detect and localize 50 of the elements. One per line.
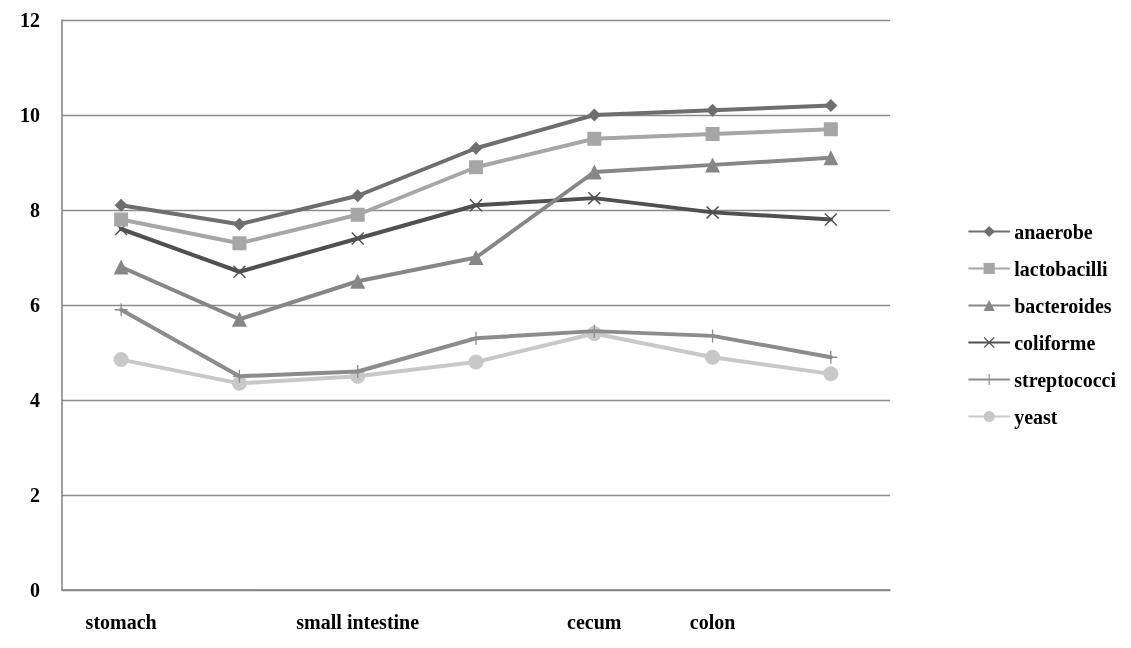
point — [823, 366, 839, 382]
point — [468, 354, 484, 370]
point — [587, 108, 601, 122]
point — [114, 212, 129, 227]
y-tick-label: 6 — [30, 294, 40, 316]
point — [231, 311, 247, 327]
point — [232, 217, 246, 231]
point — [114, 198, 128, 212]
legend-label: anaerobe — [1014, 220, 1093, 243]
y-tick-label: 0 — [30, 579, 40, 601]
point — [706, 103, 720, 117]
legend-label: yeast — [1014, 405, 1058, 429]
point — [468, 250, 484, 265]
point — [351, 232, 365, 245]
x-tick-label: small intestine — [296, 611, 420, 633]
point — [705, 349, 721, 365]
point — [824, 99, 838, 112]
point — [469, 198, 483, 212]
point — [350, 273, 366, 289]
point — [823, 150, 839, 166]
point — [705, 127, 720, 141]
legend-label: bacteroides — [1014, 294, 1112, 317]
point — [823, 122, 838, 137]
point — [469, 160, 483, 175]
legend-label: coliforme — [1014, 331, 1096, 354]
y-tick-label: 10 — [20, 104, 40, 126]
point — [113, 352, 129, 368]
y-tick-label: 2 — [30, 484, 40, 506]
x-tick-label: cecum — [567, 611, 622, 633]
point — [587, 191, 601, 205]
legend-label: lactobacilli — [1014, 257, 1108, 280]
point — [232, 265, 246, 279]
x-tick-label: colon — [689, 611, 736, 633]
point — [824, 213, 838, 226]
point — [705, 157, 721, 173]
point — [232, 236, 247, 251]
x-tick-label: stomach — [85, 611, 157, 633]
point — [351, 189, 365, 203]
y-tick-label: 4 — [30, 389, 40, 411]
point — [586, 164, 602, 180]
point — [231, 375, 247, 391]
y-tick-label: 8 — [30, 199, 40, 221]
point — [114, 303, 128, 317]
point — [706, 205, 720, 219]
point — [113, 259, 129, 275]
point — [587, 131, 602, 146]
point — [469, 141, 483, 155]
y-tick-label: 12 — [20, 9, 40, 31]
legend-label: streptococci — [1014, 368, 1117, 392]
point — [350, 207, 365, 222]
